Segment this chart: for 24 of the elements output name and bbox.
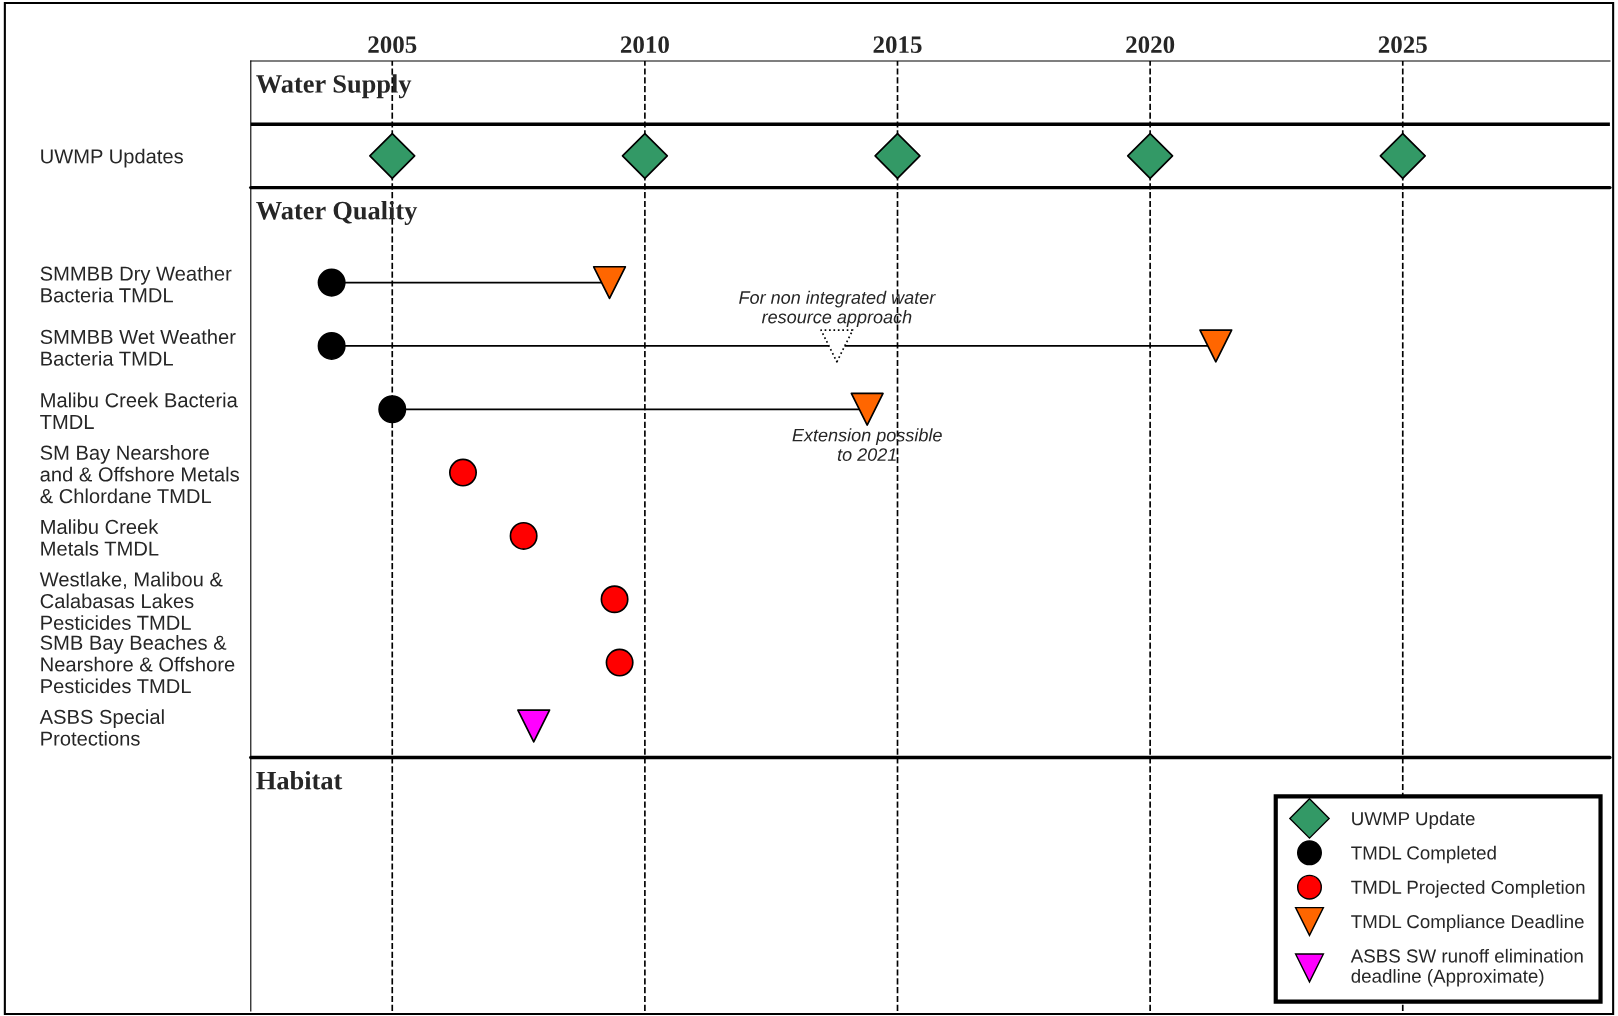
annotation: Water Supply <box>256 74 412 99</box>
annotation: For non integrated water resource approach <box>739 290 936 327</box>
x-tick-label: 2015 <box>873 36 922 54</box>
y-tick-label: Malibu Creek Metals TMDL <box>41 519 159 556</box>
x-tick-label: 2020 <box>1126 36 1175 54</box>
y-tick-label: Westlake, Malibou & Calabasas Lakes Pesticides TMDL <box>39 571 223 630</box>
x-tick-label: 2010 <box>620 36 669 54</box>
legend-label: TMDL Completed <box>1351 845 1496 864</box>
legend-label: UWMP Update <box>1352 811 1475 829</box>
y-tick-label: UWMP Updates <box>41 148 183 168</box>
annotation: Extension possible to 2021 <box>792 428 942 461</box>
y-tick-label: SMMBB Wet Weather Bacteria TMDL <box>40 329 236 366</box>
annotation: Water Quality <box>256 200 418 225</box>
x-tick-label: 2025 <box>1378 36 1427 54</box>
x-tick-label: 2005 <box>368 36 417 54</box>
y-tick-label: Malibu Creek Bacteria TMDL <box>40 392 238 429</box>
y-tick-label: ASBS Special Protections <box>39 709 164 746</box>
annotation: Habitat <box>256 770 343 790</box>
y-tick-label: SMB Bay Beaches & Nearshore & Offshore Pesticides TMDL <box>40 635 235 694</box>
legend-label: TMDL Compliance Deadline <box>1351 914 1584 932</box>
y-tick-label: SMMBB Dry Weather Bacteria TMDL <box>40 265 232 303</box>
legend-label: TMDL Projected Completion <box>1351 880 1585 898</box>
legend-label: ASBS SW runoff elimination deadline (Approximate) <box>1350 948 1583 987</box>
y-tick-label: SM Bay Nearshore and & Offshore Metals & Chlordane TMDL <box>40 445 239 504</box>
